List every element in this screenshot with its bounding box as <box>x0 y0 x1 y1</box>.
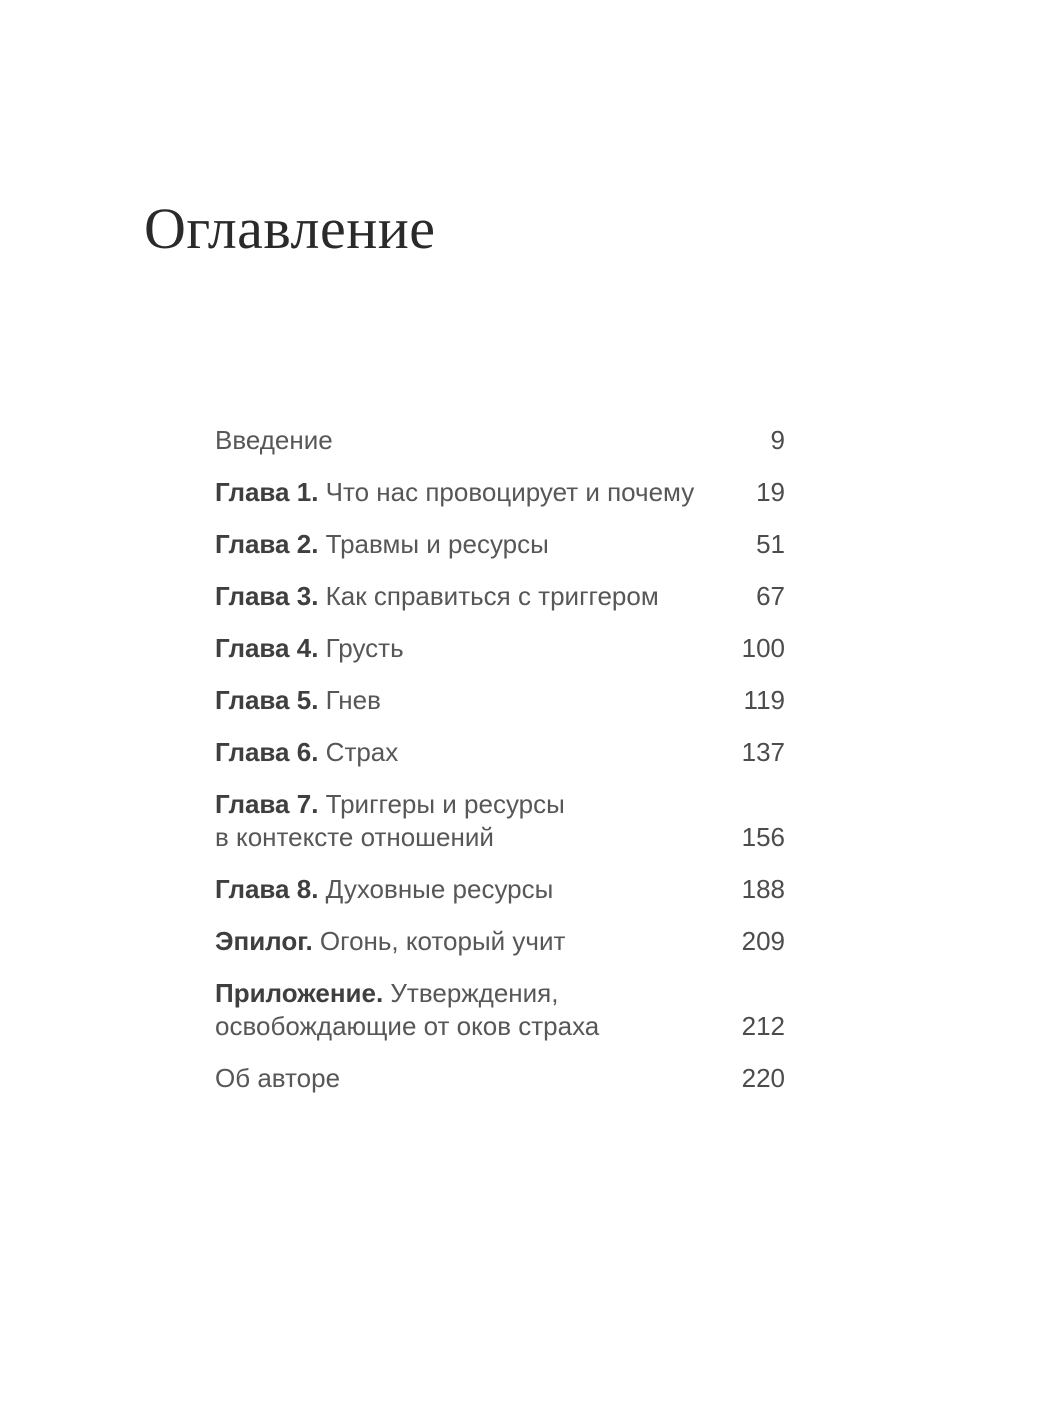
toc-entry-page-number: 119 <box>743 685 785 715</box>
toc-entry-label: Глава 3. <box>215 581 319 611</box>
toc-entry-text: Триггеры и ресурсы в контексте отношений <box>215 789 565 852</box>
toc-entry: Об авторе 220 <box>215 1062 785 1095</box>
toc-entry-title: Введение <box>215 424 333 457</box>
toc-entry-title: Глава 3. Как справиться с триггером <box>215 580 659 613</box>
toc-list: Введение 9 Глава 1. Что нас провоцирует … <box>215 424 785 1114</box>
toc-entry-title: Глава 4. Грусть <box>215 632 404 665</box>
toc-entry-label: Приложение. <box>215 978 384 1008</box>
toc-entry-title: Глава 6. Страх <box>215 736 398 769</box>
toc-entry-page-number: 156 <box>741 822 785 852</box>
toc-entry-text: Что нас провоцирует и почему <box>318 477 695 507</box>
toc-entry-title: Приложение. Утверждения, освобождающие о… <box>215 977 599 1043</box>
toc-entry: Приложение. Утверждения, освобождающие о… <box>215 977 785 1043</box>
toc-entry-text: Травмы и ресурсы <box>318 529 549 559</box>
toc-entry-page-number: 137 <box>741 737 785 767</box>
toc-entry-page-number: 9 <box>770 425 785 455</box>
toc-entry-page-number: 209 <box>741 926 785 956</box>
toc-entry-text: Духовные ресурсы <box>318 874 554 904</box>
toc-entry-label: Глава 1. <box>215 477 319 507</box>
toc-entry-title: Об авторе <box>215 1062 340 1095</box>
toc-entry-text: Огонь, который учит <box>312 926 566 956</box>
toc-entry: Глава 3. Как справиться с триггером 67 <box>215 580 785 613</box>
toc-entry: Глава 8. Духовные ресурсы 188 <box>215 873 785 906</box>
toc-entry: Глава 4. Грусть 100 <box>215 632 785 665</box>
toc-entry-page-number: 100 <box>741 633 785 663</box>
toc-entry: Глава 7. Триггеры и ресурсы в контексте … <box>215 788 785 854</box>
toc-entry-text: Страх <box>318 737 399 767</box>
toc-entry-page-number: 220 <box>741 1063 785 1093</box>
toc-entry-page-number: 212 <box>741 1011 785 1041</box>
toc-entry-text: Утверждения, освобождающие от оков страх… <box>215 978 600 1041</box>
toc-entry-title: Глава 2. Травмы и ресурсы <box>215 528 549 561</box>
toc-entry-page-number: 188 <box>741 874 785 904</box>
toc-entry-title: Глава 8. Духовные ресурсы <box>215 873 553 906</box>
toc-entry-text: Об авторе <box>215 1063 341 1093</box>
toc-entry-label: Глава 6. <box>215 737 319 767</box>
toc-entry: Глава 1. Что нас провоцирует и почему 19 <box>215 476 785 509</box>
toc-entry: Введение 9 <box>215 424 785 457</box>
toc-entry-title: Глава 5. Гнев <box>215 684 381 717</box>
toc-entry-page-number: 19 <box>756 477 785 507</box>
toc-entry: Глава 6. Страх 137 <box>215 736 785 769</box>
page-title: Оглавление <box>144 196 436 261</box>
toc-entry-title: Эпилог. Огонь, который учит <box>215 925 565 958</box>
toc-entry-title: Глава 7. Триггеры и ресурсы в контексте … <box>215 788 565 854</box>
toc-entry-label: Эпилог. <box>215 926 313 956</box>
toc-entry-text: Грусть <box>318 633 404 663</box>
toc-entry-title: Глава 1. Что нас провоцирует и почему <box>215 476 694 509</box>
toc-entry-page-number: 67 <box>756 581 785 611</box>
toc-entry-label: Глава 2. <box>215 529 319 559</box>
toc-entry: Эпилог. Огонь, который учит 209 <box>215 925 785 958</box>
toc-entry-text: Как справиться с триггером <box>318 581 659 611</box>
toc-entry-label: Глава 8. <box>215 874 319 904</box>
toc-entry-label: Глава 4. <box>215 633 319 663</box>
toc-entry-page-number: 51 <box>756 529 785 559</box>
toc-entry-text: Введение <box>215 425 333 455</box>
toc-entry-label: Глава 7. <box>215 789 319 819</box>
toc-entry-text: Гнев <box>318 685 381 715</box>
toc-entry-label: Глава 5. <box>215 685 319 715</box>
toc-entry: Глава 5. Гнев 119 <box>215 684 785 717</box>
toc-entry: Глава 2. Травмы и ресурсы 51 <box>215 528 785 561</box>
